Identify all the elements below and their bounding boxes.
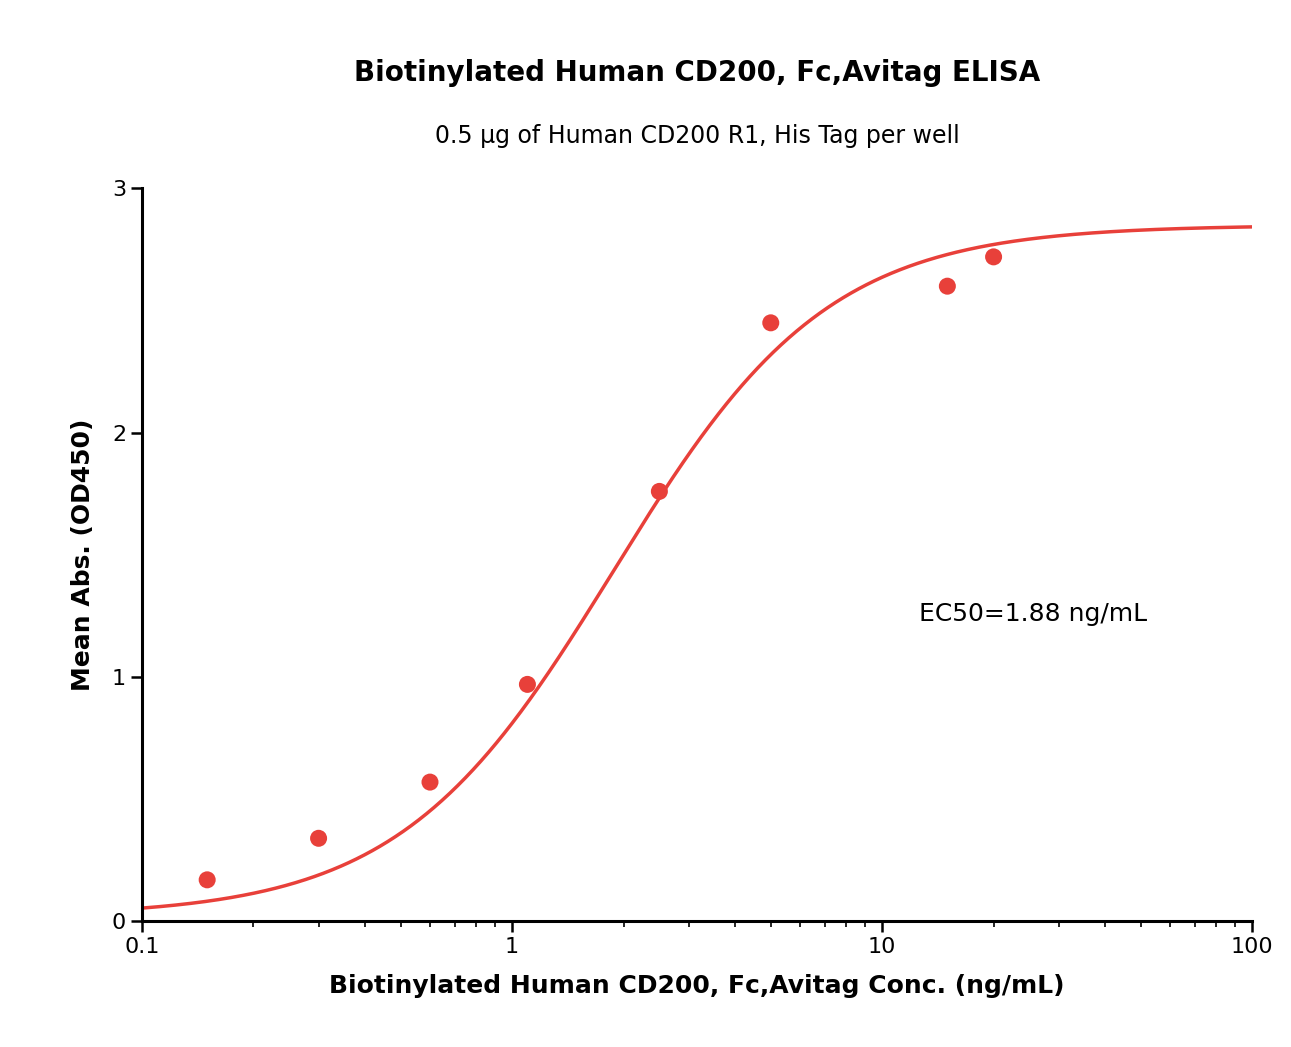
- Y-axis label: Mean Abs. (OD450): Mean Abs. (OD450): [71, 419, 96, 691]
- Text: EC50=1.88 ng/mL: EC50=1.88 ng/mL: [919, 602, 1148, 625]
- Point: [420, 774, 440, 790]
- Point: [937, 277, 958, 294]
- X-axis label: Biotinylated Human CD200, Fc,Avitag Conc. (ng/mL): Biotinylated Human CD200, Fc,Avitag Conc…: [329, 974, 1065, 998]
- Point: [196, 871, 217, 888]
- Text: Biotinylated Human CD200, Fc,Avitag ELISA: Biotinylated Human CD200, Fc,Avitag ELIS…: [354, 60, 1041, 87]
- Point: [309, 830, 329, 847]
- Point: [984, 248, 1004, 265]
- Point: [760, 314, 781, 331]
- Point: [518, 676, 538, 693]
- Text: 0.5 μg of Human CD200 R1, His Tag per well: 0.5 μg of Human CD200 R1, His Tag per we…: [435, 125, 959, 148]
- Point: [649, 483, 670, 499]
